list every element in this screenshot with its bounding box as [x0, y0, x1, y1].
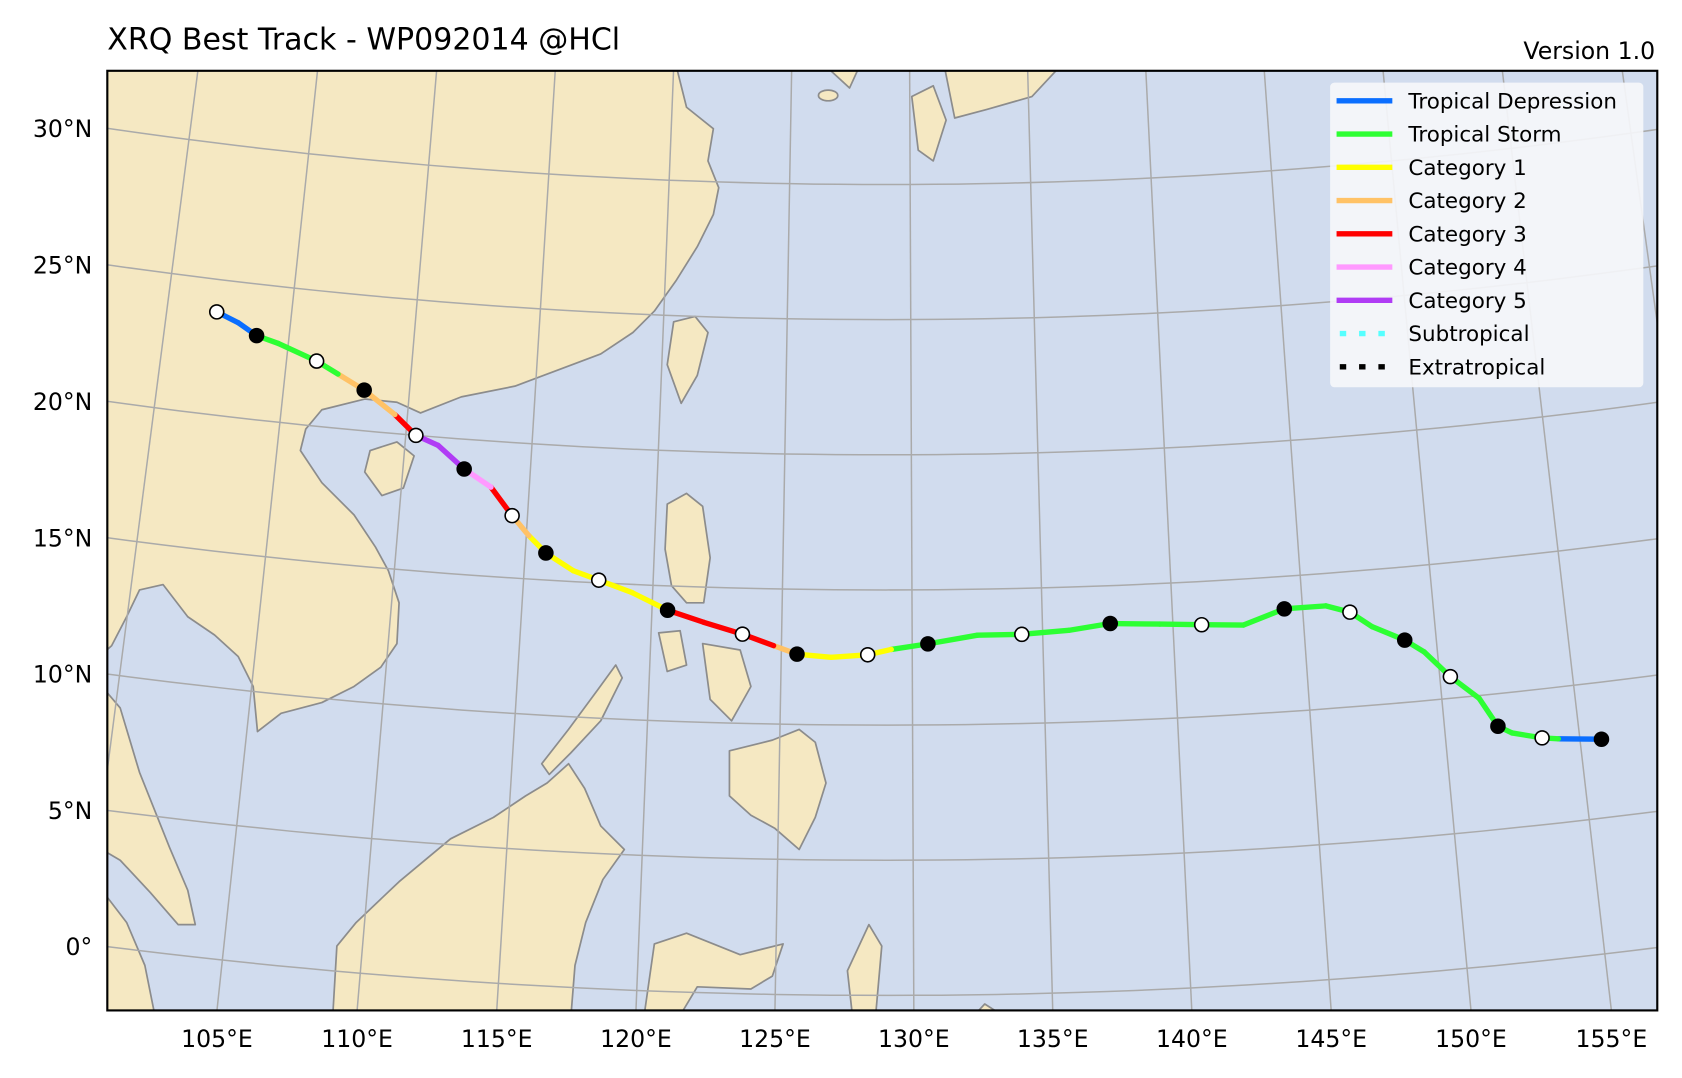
- meridian-line: [774, 70, 793, 1011]
- land-jeju: [817, 89, 839, 102]
- meridian-line: [356, 70, 438, 1011]
- legend-label: Category 3: [1408, 222, 1526, 247]
- lon-tick-label: 105°E: [181, 1025, 253, 1053]
- legend-label: Category 5: [1408, 289, 1526, 314]
- lon-tick-label: 110°E: [321, 1025, 393, 1053]
- lon-tick-label: 120°E: [600, 1025, 672, 1053]
- chart-title: XRQ Best Track - WP092014 @HCl: [107, 22, 620, 57]
- land-borneo: [332, 762, 626, 1011]
- lat-tick-label: 15°N: [33, 524, 92, 552]
- land-luzon: [664, 492, 711, 604]
- meridian-line: [107, 70, 199, 776]
- track-point-open: [308, 353, 325, 369]
- legend-box: [1330, 82, 1644, 388]
- land-new-guinea: [977, 1003, 997, 1011]
- track-point-open: [1014, 626, 1030, 643]
- lat-tick-label: 25°N: [33, 251, 92, 279]
- track-point-open: [590, 572, 607, 588]
- track-segment-ts: [1107, 620, 1163, 627]
- lon-tick-label: 145°E: [1295, 1025, 1367, 1053]
- track-point-open: [208, 304, 225, 320]
- track-point-open: [859, 647, 876, 663]
- track-point-open: [734, 626, 751, 642]
- track-point-open: [1534, 730, 1550, 746]
- lat-tick-label: 5°N: [48, 797, 92, 825]
- track-point-filled: [356, 382, 372, 398]
- land-palawan: [540, 664, 624, 776]
- legend-label: Category 4: [1408, 256, 1526, 281]
- land-korea: [829, 70, 859, 89]
- lon-tick-label: 150°E: [1435, 1025, 1507, 1053]
- track-point-filled: [1593, 731, 1610, 748]
- latitude-labels: 0° 5°N 10°N 15°N 20°N 25°N 30°N: [33, 115, 92, 961]
- legend-label: Category 2: [1408, 189, 1526, 214]
- meridian-line: [1263, 70, 1332, 1011]
- parallel-line: [0, 1049, 1682, 1078]
- track-point-open: [1442, 668, 1459, 685]
- land-kyushu: [910, 84, 947, 162]
- lon-tick-label: 125°E: [739, 1025, 811, 1053]
- land-visayas: [701, 642, 752, 722]
- map-frame: [106, 69, 1659, 1012]
- land-mindoro: [657, 629, 688, 673]
- legend-label: Extratropical: [1408, 355, 1545, 380]
- legend-label: Tropical Depression: [1407, 89, 1617, 114]
- longitude-labels: 105°E 110°E 115°E 120°E 125°E 130°E 135°E 140°E…: [181, 1025, 1647, 1053]
- track-point-filled: [920, 636, 936, 652]
- track-point-filled: [1490, 718, 1506, 735]
- version-label: Version 1.0: [1523, 37, 1655, 65]
- track-point-open: [504, 507, 520, 524]
- meridian-line: [635, 70, 675, 1011]
- land-malay-peninsula: [107, 691, 197, 926]
- land-halmahera: [846, 923, 883, 1011]
- lon-tick-label: 130°E: [878, 1025, 950, 1053]
- meridian-line: [1145, 70, 1193, 1011]
- land-asia-mainland: [107, 70, 720, 733]
- land-sulawesi: [643, 932, 784, 1011]
- lon-tick-label: 155°E: [1576, 1025, 1648, 1053]
- track-segment-ts: [1019, 627, 1072, 638]
- track-segment-ts: [925, 632, 981, 647]
- track-markers: [208, 304, 1610, 748]
- track-point-filled: [1102, 615, 1119, 632]
- lat-tick-label: 20°N: [33, 388, 92, 416]
- track-point-filled: [1396, 632, 1413, 648]
- track-point-filled: [789, 646, 805, 662]
- legend: Tropical Depression Tropical Storm Categor…: [1330, 82, 1644, 388]
- land-sumatra: [107, 895, 155, 1011]
- legend-label: Category 1: [1408, 156, 1526, 181]
- meridian-line: [1026, 70, 1054, 1011]
- lat-tick-label: 30°N: [33, 115, 92, 143]
- lon-tick-label: 135°E: [1017, 1025, 1089, 1053]
- meridian-line: [908, 70, 915, 1011]
- lat-tick-label: 0°: [66, 933, 93, 961]
- track-point-filled: [659, 602, 676, 618]
- track-point-filled: [1276, 601, 1293, 617]
- legend-label: Subtropical: [1408, 322, 1529, 347]
- lon-tick-label: 140°E: [1156, 1025, 1228, 1053]
- track-point-open: [1193, 616, 1210, 633]
- track-point-filled: [538, 545, 554, 561]
- legend-label: Tropical Storm: [1407, 123, 1561, 148]
- lat-tick-label: 10°N: [33, 661, 92, 689]
- meridian-line: [495, 70, 556, 1011]
- track-point-filled: [456, 461, 472, 477]
- track-point-filled: [248, 327, 265, 344]
- meridian-line: [216, 70, 319, 1011]
- track-point-open: [1342, 604, 1358, 620]
- land-mindanao: [728, 728, 827, 851]
- track-point-open: [408, 427, 424, 444]
- lon-tick-label: 115°E: [461, 1025, 533, 1053]
